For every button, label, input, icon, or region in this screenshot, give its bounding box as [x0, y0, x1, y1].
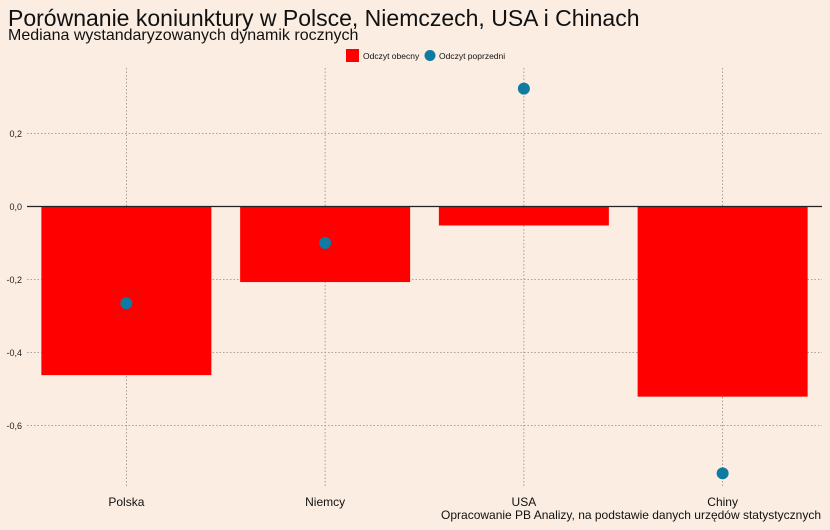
bar-usa — [438, 206, 609, 226]
points — [120, 82, 729, 480]
chart-title: Porównanie koniunktury w Polsce, Niemcze… — [8, 5, 640, 31]
chart-subtitle: Mediana wystandaryzowanych dynamik roczn… — [8, 27, 359, 44]
x-tick-label: Chiny — [707, 495, 738, 509]
legend-label-point: Odczyt poprzedni — [439, 51, 505, 61]
y-tick-label: -0,6 — [6, 421, 22, 431]
y-tick-label: -0,2 — [6, 275, 22, 285]
bar-chiny — [637, 206, 808, 397]
bars — [41, 206, 808, 397]
point-chiny — [716, 467, 729, 480]
x-tick-label: Niemcy — [305, 495, 345, 509]
legend-swatch-point — [424, 50, 436, 61]
y-axis-ticks: 0,2 0,0 -0,2 -0,4 -0,6 — [6, 129, 22, 431]
bar-polska — [41, 206, 212, 376]
y-tick-label: 0,2 — [9, 129, 22, 139]
x-tick-label: USA — [512, 495, 537, 509]
legend-label-bar: Odczyt obecny — [363, 51, 420, 61]
x-axis-ticks: Polska Niemcy USA Chiny — [108, 495, 738, 509]
legend-swatch-bar — [346, 49, 359, 62]
chart-caption: Opracowanie PB Analizy, na podstawie dan… — [441, 508, 821, 522]
y-tick-label: -0,4 — [6, 348, 22, 358]
y-tick-label: 0,0 — [9, 202, 22, 212]
point-usa — [517, 82, 530, 95]
point-polska — [120, 297, 133, 310]
legend: Odczyt obecny Odczyt poprzedni — [346, 49, 505, 62]
point-niemcy — [319, 237, 332, 249]
x-tick-label: Polska — [108, 495, 144, 509]
